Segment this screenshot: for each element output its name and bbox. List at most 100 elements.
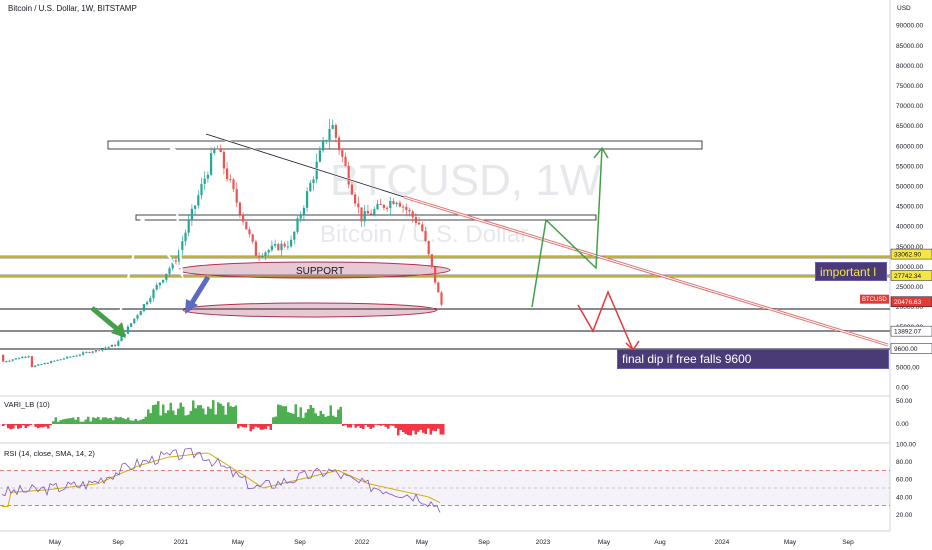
candle-body <box>325 140 328 142</box>
candle-body <box>43 362 46 365</box>
vari-bar <box>187 414 190 424</box>
vari-bar <box>129 420 132 424</box>
candle-body <box>168 268 171 274</box>
vari-bar <box>407 424 410 436</box>
candle-body <box>219 149 222 152</box>
vari-bar <box>182 406 185 424</box>
vari-bar <box>99 419 102 424</box>
vari-bar <box>219 403 222 424</box>
candle-body <box>395 202 398 205</box>
vari-bar <box>422 424 425 433</box>
candle-body <box>229 179 232 181</box>
vari-bar <box>132 420 135 424</box>
vari-bar <box>434 424 437 432</box>
vari-bar <box>47 424 50 429</box>
candle-body <box>306 191 309 208</box>
time-axis-label: 2024 <box>715 539 730 546</box>
vari-bar <box>287 412 290 424</box>
blue-arrow-shaft <box>187 275 211 308</box>
rsi-pane-title: RSI (14, close, SMA, 14, 2) <box>4 449 95 458</box>
projection-green-path <box>531 147 603 308</box>
candle-body <box>40 364 43 366</box>
rsi-axis-tick: 80.00 <box>896 459 913 466</box>
vari-bar <box>64 418 67 424</box>
candle-body <box>66 356 69 359</box>
vari-bar <box>267 424 270 427</box>
price-axis-tick: 35000.00 <box>896 244 923 251</box>
candle-body <box>37 364 40 366</box>
candle-body <box>226 168 229 180</box>
candle-body <box>334 125 337 138</box>
candle-body <box>114 344 117 346</box>
price-badge-label: 27742.34 <box>894 273 921 280</box>
vari-bar <box>384 424 387 427</box>
price-badge-label: 13892.07 <box>894 329 921 336</box>
vari-bar <box>89 421 92 424</box>
vari-bar <box>124 419 127 424</box>
vari-bar <box>432 424 435 431</box>
candle-body <box>296 218 299 232</box>
vari-bar <box>309 404 312 424</box>
candle-body <box>386 207 389 209</box>
vari-bar <box>399 424 402 430</box>
vari-bar <box>44 424 47 427</box>
price-axis-tick: 55000.00 <box>896 163 923 170</box>
vari-bar <box>184 415 187 424</box>
vari-bar <box>354 424 357 428</box>
candle-body <box>360 207 363 222</box>
vari-bar <box>24 424 27 428</box>
price-badge <box>890 248 932 260</box>
vari-bar <box>2 424 5 427</box>
candle-body <box>424 230 427 242</box>
vari-bar <box>167 410 170 424</box>
price-axis-tick: 45000.00 <box>896 204 923 211</box>
vari-bar <box>199 405 202 424</box>
candle-body <box>14 358 17 360</box>
vari-bar <box>229 406 232 424</box>
price-badge <box>890 296 932 307</box>
vari-bar <box>337 409 340 424</box>
vari-bar <box>14 424 17 426</box>
candle-body <box>392 201 395 205</box>
candle-body <box>245 221 248 230</box>
vari-axis-tick: 50.00 <box>896 398 913 405</box>
price-axis-tick: 30000.00 <box>896 264 923 271</box>
candle-body <box>261 256 264 258</box>
candle-body <box>139 311 142 316</box>
vari-bar <box>259 424 262 430</box>
time-axis-label: Aug <box>654 539 666 546</box>
time-axis-label: May <box>598 539 611 546</box>
candle-body <box>78 354 81 356</box>
candle-body <box>197 195 200 206</box>
vari-bar <box>154 404 157 424</box>
candle-body <box>94 349 97 352</box>
vari-bar <box>269 424 272 430</box>
vari-bar <box>429 424 432 435</box>
time-axis-label: Sep <box>294 539 306 546</box>
candle-body <box>274 244 277 246</box>
candle-body <box>174 260 177 262</box>
vari-bar <box>149 413 152 424</box>
candle-body <box>34 365 37 368</box>
candle-body <box>88 352 91 354</box>
support-label: SUPPORT <box>296 266 344 277</box>
vari-bar <box>207 406 210 424</box>
vari-bar <box>244 424 247 428</box>
vari-bar <box>67 418 70 424</box>
candle-body <box>152 289 155 299</box>
watermark-symbol: BTCUSD, 1W <box>330 156 602 205</box>
vari-bar <box>217 402 220 424</box>
vari-bar <box>7 424 10 429</box>
vari-bar <box>314 413 317 424</box>
candle-body <box>82 352 85 355</box>
price-axis-tick: 60000.00 <box>896 143 923 150</box>
vari-bar <box>54 417 57 424</box>
candle-body <box>382 204 385 208</box>
candle-body <box>53 360 56 362</box>
vari-bar <box>122 418 125 424</box>
vari-bar <box>94 418 97 424</box>
price-axis-tick: 65000.00 <box>896 123 923 130</box>
candle-body <box>30 356 33 368</box>
vari-bar <box>9 424 12 430</box>
